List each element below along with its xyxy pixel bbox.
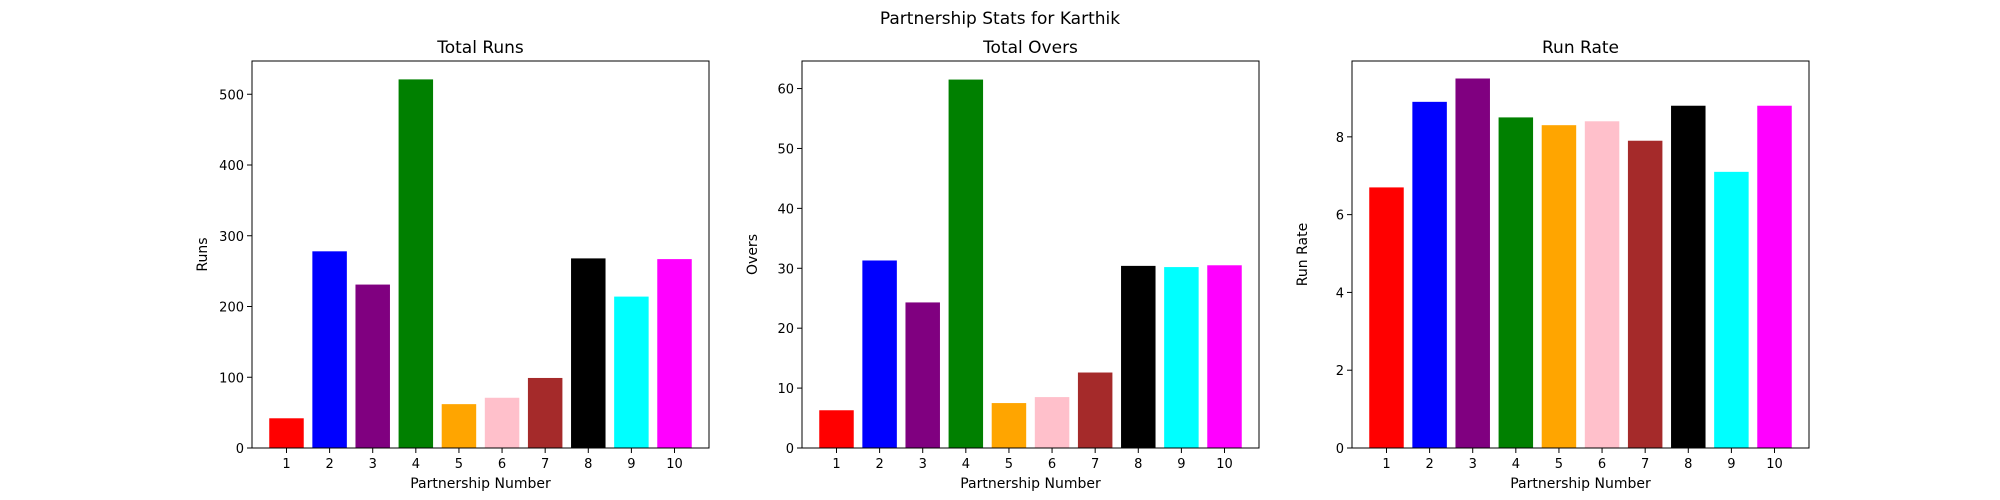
run-rate-xtick-label-2: 2 — [1425, 457, 1433, 472]
total-runs-xtick-label-7: 7 — [541, 457, 549, 472]
run-rate-xtick-label-10: 10 — [1766, 457, 1783, 472]
run-rate-ytick-label-0: 0 — [1336, 442, 1344, 457]
total-overs-xtick-label-6: 6 — [1048, 457, 1056, 472]
run-rate-xtick-label-9: 9 — [1727, 457, 1735, 472]
total-overs-bar-10[interactable] — [1207, 265, 1242, 448]
total-overs-xtick-label-2: 2 — [875, 457, 883, 472]
run-rate-xtick-label-6: 6 — [1598, 457, 1606, 472]
run-rate-xlabel: Partnership Number — [1510, 476, 1651, 492]
total-runs-xtick-label-10: 10 — [666, 457, 683, 472]
run-rate-bar-6[interactable] — [1584, 121, 1620, 448]
total-overs-xlabel: Partnership Number — [960, 476, 1101, 492]
total-runs-ytick-label-100: 100 — [219, 371, 244, 386]
total-overs-bar-4[interactable] — [948, 79, 984, 448]
total-overs-axes-frame — [801, 60, 1260, 449]
total-overs-xtick-label-1: 1 — [832, 457, 840, 472]
total-overs-bar-8[interactable] — [1121, 265, 1156, 448]
figure-suptitle: Partnership Stats for Karthik — [880, 9, 1120, 29]
run-rate-axes-frame — [1351, 60, 1810, 449]
total-runs-ylabel: Runs — [195, 237, 211, 271]
total-runs-xtick-label-8: 8 — [584, 457, 592, 472]
run-rate-bar-7[interactable] — [1627, 140, 1663, 449]
run-rate-ytick-label-4: 4 — [1336, 286, 1344, 301]
total-overs-bar-2[interactable] — [862, 260, 897, 448]
total-runs-bar-7[interactable] — [527, 377, 563, 448]
total-overs-xtick-label-4: 4 — [962, 457, 970, 472]
total-runs-ytick-label-200: 200 — [219, 301, 244, 316]
total-runs-bar-4[interactable] — [398, 79, 434, 448]
total-overs-ytick-label-10: 10 — [777, 382, 794, 397]
total-runs-bar-9[interactable] — [614, 296, 649, 448]
run-rate-title: Run Rate — [1542, 38, 1619, 58]
run-rate-ylabel: Run Rate — [1295, 223, 1311, 286]
total-overs-xtick-label-10: 10 — [1216, 457, 1233, 472]
total-runs-ytick-label-300: 300 — [219, 230, 244, 245]
run-rate-ytick-label-2: 2 — [1336, 364, 1344, 379]
run-rate-xtick-label-3: 3 — [1469, 457, 1477, 472]
run-rate-bar-9[interactable] — [1714, 171, 1749, 448]
total-runs-ytick-label-500: 500 — [219, 88, 244, 103]
run-rate-xtick-label-4: 4 — [1512, 457, 1520, 472]
total-runs-ytick-label-0: 0 — [236, 442, 244, 457]
total-runs-xtick-label-6: 6 — [498, 457, 506, 472]
run-rate-ytick-label-8: 8 — [1336, 131, 1344, 146]
total-runs-ytick-label-400: 400 — [219, 159, 244, 174]
run-rate-bar-2[interactable] — [1412, 101, 1447, 448]
total-overs-bar-7[interactable] — [1077, 372, 1113, 448]
run-rate-ytick-label-6: 6 — [1336, 209, 1344, 224]
total-runs-xlabel: Partnership Number — [410, 476, 551, 492]
run-rate-xtick-label-8: 8 — [1684, 457, 1692, 472]
total-runs-bar-2[interactable] — [312, 251, 347, 448]
run-rate-chart: 1 2 3 4 5 6 7 8 9 10 0 2 4 6 8 Run Rate Partnership Numb… — [1295, 38, 1810, 492]
total-overs-chart: 1 2 3 4 5 6 7 8 9 10 0 10 20 30 40 50 60 Total Overs Partn… — [745, 38, 1260, 492]
run-rate-bar-5[interactable] — [1541, 125, 1577, 449]
total-overs-bar-5[interactable] — [991, 403, 1027, 448]
total-overs-ytick-label-60: 60 — [777, 83, 794, 98]
total-runs-xtick-label-4: 4 — [412, 457, 420, 472]
total-overs-ylabel: Overs — [745, 234, 761, 275]
total-overs-xtick-label-5: 5 — [1005, 457, 1013, 472]
run-rate-bar-3[interactable] — [1455, 78, 1490, 449]
total-overs-xtick-label-3: 3 — [919, 457, 927, 472]
total-overs-xtick-label-7: 7 — [1091, 457, 1099, 472]
run-rate-xtick-label-1: 1 — [1382, 457, 1390, 472]
total-overs-ytick-label-30: 30 — [777, 262, 794, 277]
total-runs-xtick-label-9: 9 — [627, 457, 635, 472]
total-runs-bar-3[interactable] — [355, 284, 390, 448]
total-runs-xtick-label-1: 1 — [282, 457, 290, 472]
total-overs-title: Total Overs — [982, 38, 1078, 58]
total-runs-bar-6[interactable] — [484, 397, 520, 448]
total-overs-bar-3[interactable] — [905, 302, 940, 448]
run-rate-xtick-label-5: 5 — [1555, 457, 1563, 472]
total-runs-bar-10[interactable] — [657, 259, 692, 448]
total-runs-bar-1[interactable] — [269, 418, 304, 448]
total-overs-ytick-label-40: 40 — [777, 202, 794, 217]
total-overs-xtick-label-9: 9 — [1177, 457, 1185, 472]
total-overs-bar-1[interactable] — [819, 410, 854, 448]
total-runs-title: Total Runs — [436, 38, 524, 58]
run-rate-bar-8[interactable] — [1671, 105, 1706, 448]
run-rate-bar-10[interactable] — [1757, 105, 1792, 448]
total-overs-bar-6[interactable] — [1034, 397, 1070, 448]
total-runs-xtick-label-3: 3 — [369, 457, 377, 472]
total-overs-xtick-label-8: 8 — [1134, 457, 1142, 472]
run-rate-xtick-label-7: 7 — [1641, 457, 1649, 472]
total-runs-bar-5[interactable] — [441, 404, 477, 448]
run-rate-bar-4[interactable] — [1498, 117, 1534, 449]
total-runs-xtick-label-5: 5 — [455, 457, 463, 472]
total-overs-bar-9[interactable] — [1164, 267, 1199, 448]
total-overs-ytick-label-20: 20 — [777, 322, 794, 337]
total-runs-xtick-label-2: 2 — [325, 457, 333, 472]
total-runs-axes-frame — [251, 60, 710, 449]
total-overs-ytick-label-50: 50 — [777, 142, 794, 157]
total-runs-bar-8[interactable] — [571, 258, 606, 448]
run-rate-bar-1[interactable] — [1369, 187, 1404, 448]
total-overs-ytick-label-0: 0 — [786, 442, 794, 457]
